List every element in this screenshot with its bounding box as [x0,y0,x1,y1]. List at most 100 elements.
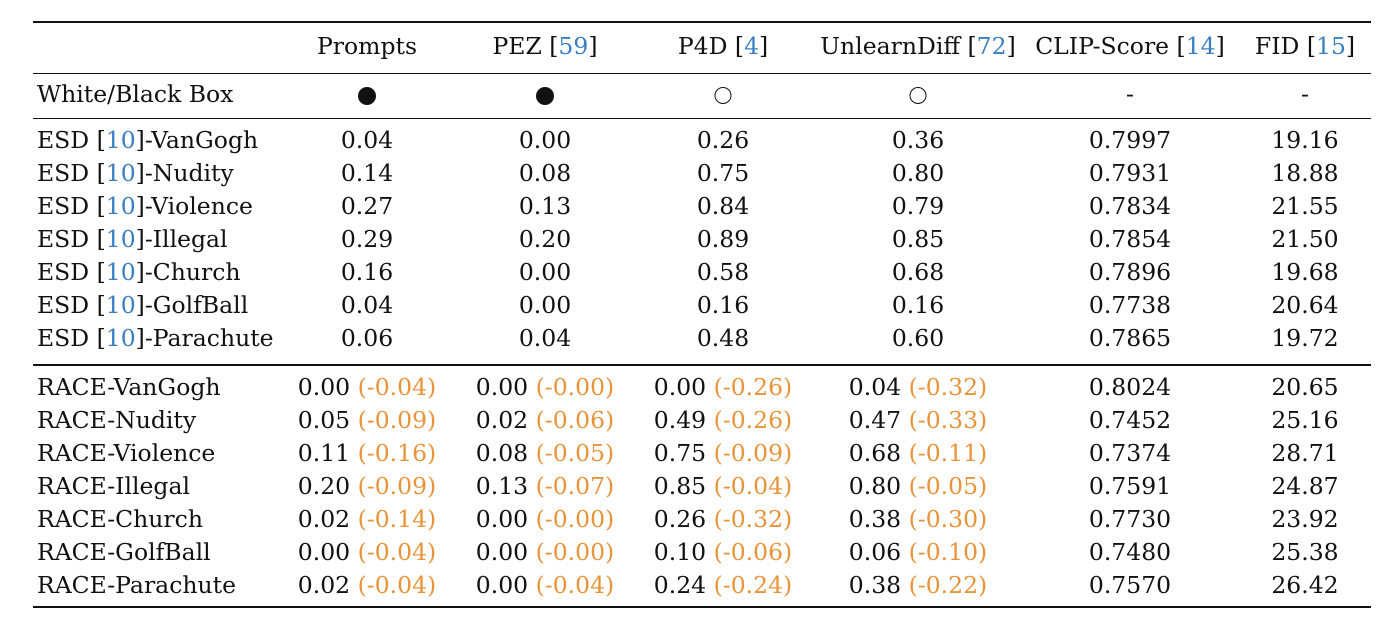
unlearndiff-delta: (-0.33) [908,406,988,434]
unlearndiff-value: 0.47 (-0.33) [849,404,987,437]
p4d-score: 0.75 [653,439,707,467]
fid-value: 18.88 [1271,159,1339,187]
unlearndiff-score: 0.06 [848,538,902,566]
prompts-score: 0.02 [297,505,351,533]
unlearndiff-delta: (-0.22) [908,571,988,599]
method-name: ESD [37,225,90,253]
concept-name: Violence [151,192,253,220]
p4d-box-marker [714,78,732,111]
prompts-delta: (-0.04) [357,571,437,599]
unlearndiff-value: 0.36 [891,126,945,154]
row-label: ESD [10]-Violence [37,192,253,220]
p4d-delta: (-0.24) [713,571,793,599]
p4d-value: 0.75 [696,159,750,187]
header-prompts: Prompts [316,32,418,60]
p4d-value: 0.48 [696,324,750,352]
header-fid: FID [15] [1254,32,1356,60]
prompts-value: 0.14 [340,159,394,187]
header-p4d: P4D [4] [677,32,769,60]
p4d-value: 0.84 [696,192,750,220]
unlearndiff-score: 0.04 [848,373,902,401]
row-label: ESD [10]-VanGogh [37,126,259,154]
concept-name: Church [152,258,241,286]
row-label: ESD [10]-Parachute [37,324,274,352]
prompts-value: 0.06 [340,324,394,352]
pez-delta: (-0.07) [535,472,615,500]
row-label: RACE-Illegal [37,472,190,500]
box-type-label: White/Black Box [37,80,234,108]
prompts-delta: (-0.09) [357,406,437,434]
method-name: ESD [37,192,90,220]
prompts-score: 0.00 [297,373,351,401]
clip-citation-link[interactable]: 14 [1185,32,1216,60]
pez-citation-link[interactable]: 59 [558,32,589,60]
prompts-delta: (-0.04) [357,373,437,401]
prompts-value: 0.04 [340,126,394,154]
pez-delta: (-0.00) [535,373,615,401]
unlearndiff-value: 0.68 [891,258,945,286]
p4d-citation-link[interactable]: 4 [744,32,760,60]
table-row: ESD [10]-Church 0.16 0.00 0.58 0.68 0.7896 19.… [33,256,1371,289]
unlearndiff-value: 0.04 (-0.32) [849,371,987,404]
p4d-score: 0.49 [653,406,707,434]
row-label: RACE-GolfBall [37,538,211,566]
citation-link[interactable]: 10 [105,126,136,154]
prompts-value: 0.02 (-0.04) [298,569,436,602]
fid-value: 25.16 [1271,406,1339,434]
clip-value: 0.7374 [1088,439,1172,467]
pez-score: 0.00 [475,538,529,566]
table-row: RACE-Church 0.02 (-0.14) 0.00 (-0.00) 0.26 … [33,503,1371,536]
citation-link[interactable]: 10 [105,225,136,253]
clip-box-marker: - [1126,80,1134,108]
p4d-value: 0.24 (-0.24) [654,569,792,602]
unlearndiff-box-marker [909,78,927,111]
fid-value: 20.64 [1271,291,1339,319]
filled-circle-icon [358,86,376,105]
citation-link[interactable]: 10 [105,159,136,187]
prompts-score: 0.05 [297,406,351,434]
table-row: RACE-Violence 0.11 (-0.16) 0.08 (-0.05) 0.7… [33,437,1371,470]
p4d-score: 0.26 [653,505,707,533]
header-pez: PEZ [59] [492,32,598,60]
p4d-delta: (-0.04) [713,472,793,500]
clip-value: 0.7834 [1088,192,1172,220]
p4d-score: 0.00 [653,373,707,401]
citation-link[interactable]: 10 [105,258,136,286]
concept-name: GolfBall [152,291,249,319]
citation-link[interactable]: 10 [105,291,136,319]
pez-score: 0.08 [475,439,529,467]
clip-value: 0.7931 [1088,159,1172,187]
prompts-box-marker [358,78,376,111]
clip-value: 0.7591 [1088,472,1172,500]
prompts-score: 0.02 [297,571,351,599]
fid-value: 19.16 [1271,126,1339,154]
p4d-value: 0.26 (-0.32) [654,503,792,536]
unlearndiff-value: 0.80 [891,159,945,187]
table-row: RACE-Nudity 0.05 (-0.09) 0.02 (-0.06) 0.49 … [33,404,1371,437]
prompts-delta: (-0.09) [357,472,437,500]
unlearndiff-delta: (-0.32) [908,373,988,401]
pez-delta: (-0.04) [535,571,615,599]
row-label: RACE-Nudity [37,406,197,434]
concept-name: VanGogh [151,126,259,154]
unlearndiff-value: 0.85 [891,225,945,253]
fid-citation-link[interactable]: 15 [1316,32,1346,60]
pez-value: 0.00 (-0.00) [476,536,614,569]
pez-delta: (-0.06) [535,406,615,434]
unlearndiff-citation-link[interactable]: 72 [976,32,1007,60]
method-name: ESD [37,258,90,286]
p4d-score: 0.24 [653,571,707,599]
prompts-value: 0.00 (-0.04) [298,536,436,569]
citation-link[interactable]: 10 [105,324,136,352]
prompts-value: 0.02 (-0.14) [298,503,436,536]
prompts-score: 0.11 [297,439,351,467]
prompts-value: 0.04 [340,291,394,319]
pez-score: 0.13 [475,472,529,500]
clip-value: 0.7480 [1088,538,1172,566]
row-label: ESD [10]-GolfBall [37,291,249,319]
citation-link[interactable]: 10 [105,192,136,220]
fid-value: 19.68 [1271,258,1339,286]
prompts-value: 0.27 [340,192,394,220]
table-row: RACE-Illegal 0.20 (-0.09) 0.13 (-0.07) 0.85… [33,470,1371,503]
p4d-score: 0.10 [653,538,707,566]
